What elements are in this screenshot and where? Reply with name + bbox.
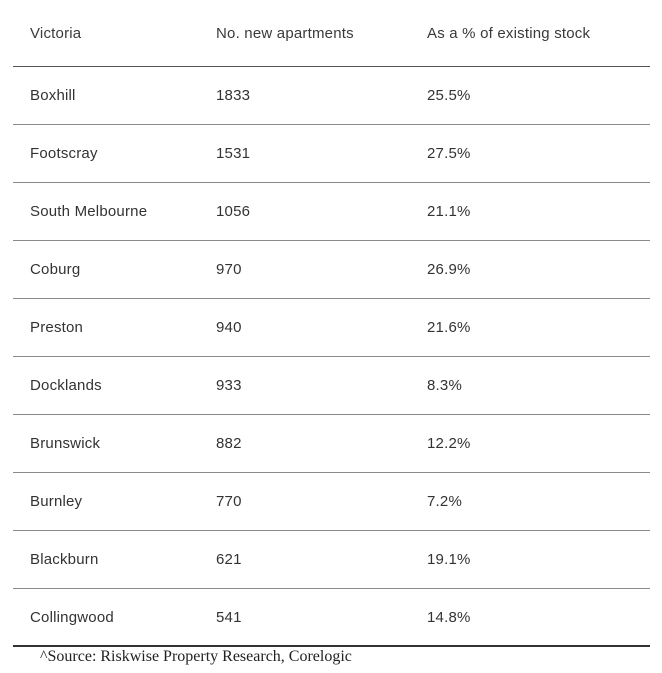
apartments-cell: 770 — [216, 493, 242, 510]
table-row: Blackburn 621 19.1% — [13, 531, 650, 589]
percent-cell: 14.8% — [427, 608, 471, 626]
header-percent-stock: As a % of existing stock — [427, 24, 591, 42]
suburb-cell: Boxhill — [30, 87, 76, 104]
table-header-row: Victoria No. new apartments As a % of ex… — [13, 0, 650, 67]
suburb-cell: Collingwood — [30, 608, 114, 626]
table-row: Docklands 933 8.3% — [13, 357, 650, 415]
suburb-cell: Preston — [30, 319, 84, 336]
source-note: ^Source: Riskwise Property Research, Cor… — [40, 648, 352, 665]
percent-cell: 27.5% — [427, 145, 471, 162]
table-row: South Melbourne 1056 21.1% — [13, 183, 650, 241]
percent-cell: 25.5% — [427, 87, 471, 104]
apartments-cell: 1056 — [216, 203, 251, 220]
suburb-cell: Coburg — [30, 261, 81, 278]
apartments-cell: 621 — [216, 551, 242, 568]
suburb-cell: Burnley — [30, 493, 83, 510]
table-row: Preston 940 21.6% — [13, 299, 650, 357]
apartments-cell: 882 — [216, 435, 242, 452]
table-row: Coburg 970 26.9% — [13, 241, 650, 299]
percent-cell: 19.1% — [427, 551, 471, 568]
percent-cell: 12.2% — [427, 435, 471, 452]
suburb-cell: Docklands — [30, 377, 102, 394]
apartments-cell: 970 — [216, 261, 242, 278]
table-row: Collingwood 541 14.8% — [13, 589, 650, 647]
suburb-cell: South Melbourne — [30, 203, 148, 220]
percent-cell: 7.2% — [427, 493, 462, 510]
suburb-cell: Footscray — [30, 145, 98, 162]
table-row: Boxhill 1833 25.5% — [13, 67, 650, 125]
percent-cell: 21.6% — [427, 319, 471, 336]
table-row: Burnley 770 7.2% — [13, 473, 650, 531]
percent-cell: 26.9% — [427, 261, 471, 278]
suburb-cell: Brunswick — [30, 435, 101, 452]
percent-cell: 21.1% — [427, 203, 471, 220]
table-row: Brunswick 882 12.2% — [13, 415, 650, 473]
apartments-cell: 940 — [216, 319, 242, 336]
apartments-cell: 1833 — [216, 87, 251, 104]
apartments-cell: 933 — [216, 377, 242, 394]
apartments-table: Victoria No. new apartments As a % of ex… — [13, 0, 650, 647]
apartments-cell: 1531 — [216, 145, 251, 162]
table-row: Footscray 1531 27.5% — [13, 125, 650, 183]
percent-cell: 8.3% — [427, 377, 462, 394]
header-region: Victoria — [30, 24, 82, 42]
suburb-cell: Blackburn — [30, 551, 99, 568]
apartments-cell: 541 — [216, 608, 242, 626]
header-new-apartments: No. new apartments — [216, 24, 354, 42]
